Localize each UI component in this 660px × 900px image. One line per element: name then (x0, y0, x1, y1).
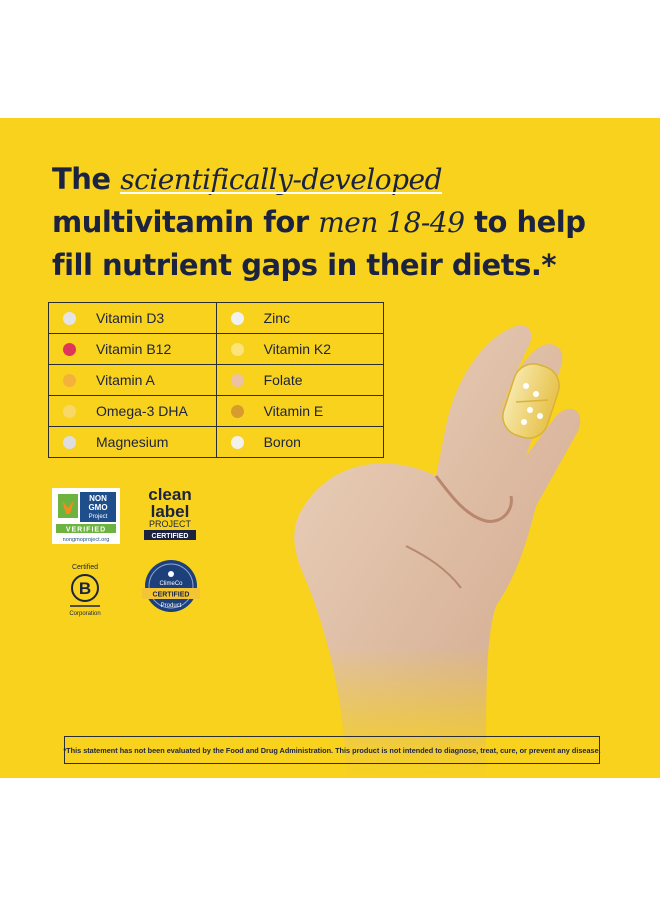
climeco-text: CERTIFIED (153, 592, 190, 599)
nutrient-dot-icon (63, 435, 76, 449)
clean-label-text: label (151, 502, 190, 521)
non-gmo-text: NON (89, 494, 107, 503)
non-gmo-text: GMO (88, 503, 107, 512)
b-corp-text: Corporation (69, 611, 100, 617)
b-corp-badge: Certified B Corporation (69, 564, 100, 617)
nutrient-dot-icon (63, 373, 76, 387)
nutrient-dot-icon (63, 342, 76, 356)
nutrient-label: Magnesium (96, 434, 169, 450)
nutrient-label: Vitamin A (96, 372, 155, 388)
headline-text: multivitamin for (52, 205, 319, 239)
non-gmo-text: nongmoproject.org (63, 537, 110, 543)
nutrient-cell: Vitamin A (48, 364, 217, 396)
b-corp-text: Certified (72, 564, 98, 571)
headline-emphasis: men 18-49 (318, 206, 465, 239)
headline-line-3: fill nutrient gaps in their diets.* (52, 248, 557, 282)
climeco-text: ClimeCo (159, 581, 183, 587)
nutrient-cell: Vitamin B12 (48, 333, 217, 365)
clean-label-project-badge: clean label PROJECT CERTIFIED (144, 485, 196, 540)
product-panel: The scientifically-developed multivitami… (0, 118, 660, 778)
nutrient-dot-icon (230, 311, 244, 325)
clean-label-text: PROJECT (149, 519, 192, 529)
nutrient-dot-icon (230, 435, 244, 449)
nutrient-dot-icon (230, 373, 244, 387)
clean-label-text: clean (148, 485, 191, 504)
climeco-certified-badge: ClimeCo CERTIFIED Product (142, 560, 200, 612)
nutrient-label: Omega-3 DHA (96, 403, 188, 419)
nutrient-cell: Omega-3 DHA (48, 395, 217, 427)
nutrient-label: Vitamin B12 (96, 341, 172, 357)
headline-text: to help (464, 205, 586, 239)
nutrient-dot-icon (63, 404, 76, 418)
b-corp-icon (71, 574, 99, 602)
headline-emphasis: scientifically-developed (120, 163, 443, 196)
nutrient-cell: Magnesium (48, 426, 217, 458)
nutrient-dot-icon (63, 311, 76, 325)
nutrient-label: Vitamin D3 (96, 310, 165, 326)
non-gmo-text: VERIFIED (66, 527, 106, 534)
headline-line-1: The scientifically-developed (52, 158, 612, 201)
headline: The scientifically-developed multivitami… (52, 158, 612, 286)
climeco-text: Product (161, 603, 182, 609)
non-gmo-text: Project (89, 514, 108, 520)
hand-holding-capsule-image (286, 306, 626, 778)
nutrient-cell: Vitamin D3 (48, 302, 217, 334)
butterfly-icon (62, 500, 74, 514)
nutrient-label: Zinc (263, 310, 291, 326)
headline-text: The (52, 162, 121, 196)
clean-label-text: CERTIFIED (152, 533, 189, 540)
headline-line-2: multivitamin for men 18-49 to help (52, 201, 612, 244)
b-corp-letter: B (79, 579, 91, 598)
nutrient-dot-icon (230, 342, 244, 356)
non-gmo-verified-badge: NON GMO Project VERIFIED nongmoproject.o… (52, 488, 120, 544)
fda-disclaimer: *This statement has not been evaluated b… (63, 736, 601, 764)
nutrient-dot-icon (230, 404, 244, 418)
